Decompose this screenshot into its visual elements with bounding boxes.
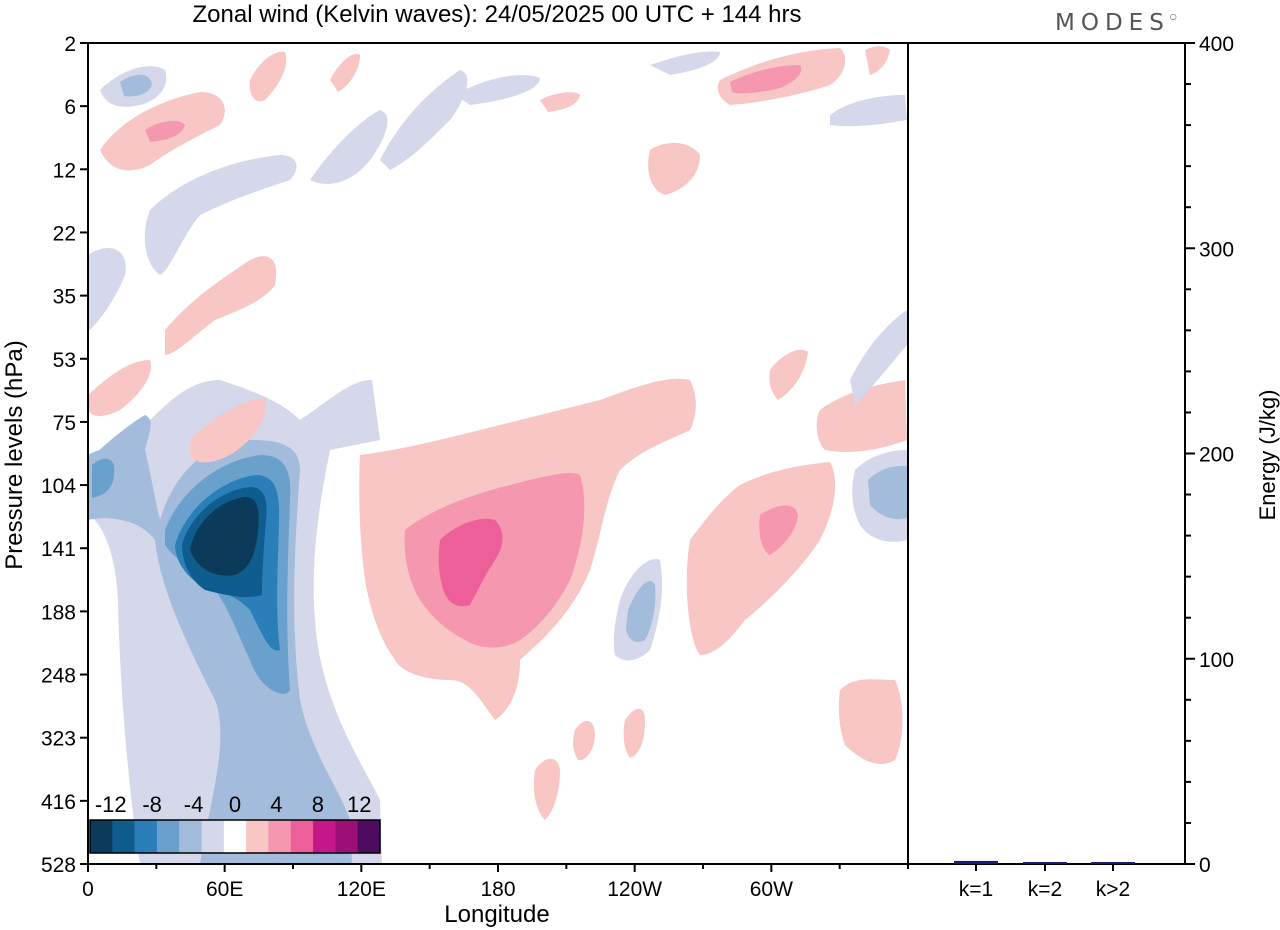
y-tick-label: 104 <box>41 475 76 498</box>
y-tick-label: 53 <box>53 349 76 372</box>
contour-neg-22 <box>850 310 907 405</box>
colorbar-swatch <box>134 820 158 853</box>
contour-pos-11 <box>623 708 645 758</box>
x-tick-label: 120E <box>337 878 386 901</box>
contour-pos-14 <box>165 256 277 355</box>
contour-neg-21 <box>868 465 907 520</box>
contour-neg-11 <box>144 155 297 275</box>
contour-pos-7 <box>816 380 907 452</box>
contour-pos-4 <box>686 462 836 655</box>
colorbar-label: -4 <box>184 792 204 817</box>
colorbar-label: 8 <box>312 792 324 817</box>
colorbar-swatch <box>246 820 269 853</box>
energy-tick-label: 200 <box>1199 444 1234 467</box>
colorbar-swatch <box>335 820 359 853</box>
colorbar-swatch <box>90 820 113 853</box>
y-tick-label: 141 <box>41 538 76 561</box>
energy-tick-label: 300 <box>1199 238 1234 261</box>
y-axis-label: Pressure levels (hPa) <box>1 340 28 569</box>
colorbar-label: 12 <box>347 792 371 817</box>
contour-neg-17 <box>830 95 907 127</box>
wind-contour-field <box>88 46 907 864</box>
contour-pos-19 <box>648 143 700 195</box>
y-tick-label: 35 <box>53 286 76 309</box>
energy-bars: k=1 k=2 k>2 <box>954 860 1135 901</box>
energy-tick-label: 400 <box>1199 33 1234 56</box>
colorbar-swatch <box>179 820 203 853</box>
colorbar-label: 0 <box>229 792 241 817</box>
y-tick-label: 75 <box>53 412 76 435</box>
contour-pos-16 <box>190 398 266 463</box>
contour-pos-18 <box>730 65 802 94</box>
chart-title: Zonal wind (Kelvin waves): 24/05/2025 00… <box>193 1 802 28</box>
contour-pos-3 <box>438 518 503 607</box>
contour-pos-23 <box>865 46 890 75</box>
energy-panel-frame <box>907 42 1186 865</box>
y-tick-label: 188 <box>41 601 76 624</box>
energy-tick-label: 0 <box>1199 854 1211 877</box>
energy-bar <box>1023 862 1067 864</box>
contour-pos-6 <box>838 679 903 765</box>
x-axis-label: Longitude <box>444 901 549 928</box>
colorbar-label: -8 <box>142 792 162 817</box>
colorbar-label: -12 <box>95 792 127 817</box>
contour-neg-19 <box>626 581 656 642</box>
colorbar-frame <box>89 819 381 854</box>
colorbar-swatch <box>201 820 225 853</box>
contour-neg-10 <box>120 74 152 97</box>
contour-neg-15 <box>455 75 540 105</box>
y-tick-label: 323 <box>41 728 76 751</box>
colorbar-swatch <box>357 820 381 853</box>
contour-neg-6 <box>190 497 259 576</box>
x-tick-label: 180 <box>480 878 515 901</box>
colorbar-swatch <box>223 820 247 853</box>
x-tick-label: 60E <box>206 878 243 901</box>
energy-bar <box>954 860 998 864</box>
x-tick-label: 120W <box>607 878 662 901</box>
y-tick-label: 6 <box>64 96 76 119</box>
x-tick-label: 60W <box>750 878 793 901</box>
colorbar-label: 4 <box>270 792 282 817</box>
modes-logo: MODES○ <box>1055 10 1177 36</box>
longitude-axis: 0 60E 120E 180 120W 60W <box>82 864 909 901</box>
category-label: k=2 <box>1028 878 1062 901</box>
contour-neg-13 <box>310 110 388 184</box>
category-label: k>2 <box>1096 878 1130 901</box>
energy-tick-label: 100 <box>1199 649 1234 672</box>
brand-text: MODES <box>1055 10 1170 36</box>
pressure-axis: 2 6 12 22 35 53 75 104 141 188 248 323 416 528 <box>41 33 88 877</box>
contour-neg-14 <box>380 70 468 170</box>
category-label: k=1 <box>959 878 993 901</box>
y-tick-label: 22 <box>53 222 76 245</box>
contour-neg-16 <box>650 51 720 75</box>
energy-bar <box>1091 862 1135 864</box>
y-tick-label: 528 <box>41 854 76 877</box>
y-tick-label: 248 <box>41 665 76 688</box>
brand-mark: ○ <box>1169 12 1177 21</box>
colorbar-swatch <box>156 820 180 853</box>
colorbar-swatch <box>112 820 136 853</box>
contour-neg-12 <box>88 247 126 330</box>
energy-axis: 0 100 200 300 400 <box>1185 33 1234 877</box>
contour-pos-8 <box>769 349 808 400</box>
contour-pos-13 <box>145 120 185 142</box>
contour-pos-5 <box>759 505 798 555</box>
y-tick-label: 12 <box>53 159 76 182</box>
contour-neg-8 <box>92 458 115 498</box>
contour-pos-9 <box>573 720 595 761</box>
contour-pos-20 <box>249 51 287 102</box>
colorbar: -12 -8 -4 0 4 8 12 <box>89 792 381 854</box>
contour-pos-22 <box>540 92 580 112</box>
colorbar-swatch <box>313 820 336 853</box>
colorbar-swatch <box>268 820 292 853</box>
contour-pos-15 <box>88 360 151 416</box>
contour-pos-21 <box>330 53 360 92</box>
contour-pos-10 <box>533 758 560 820</box>
colorbar-swatch <box>290 820 314 853</box>
x-tick-label: 0 <box>82 878 94 901</box>
energy-axis-label: Energy (J/kg) <box>1255 390 1280 521</box>
y-tick-label: 2 <box>64 33 76 56</box>
y-tick-label: 416 <box>41 791 76 814</box>
